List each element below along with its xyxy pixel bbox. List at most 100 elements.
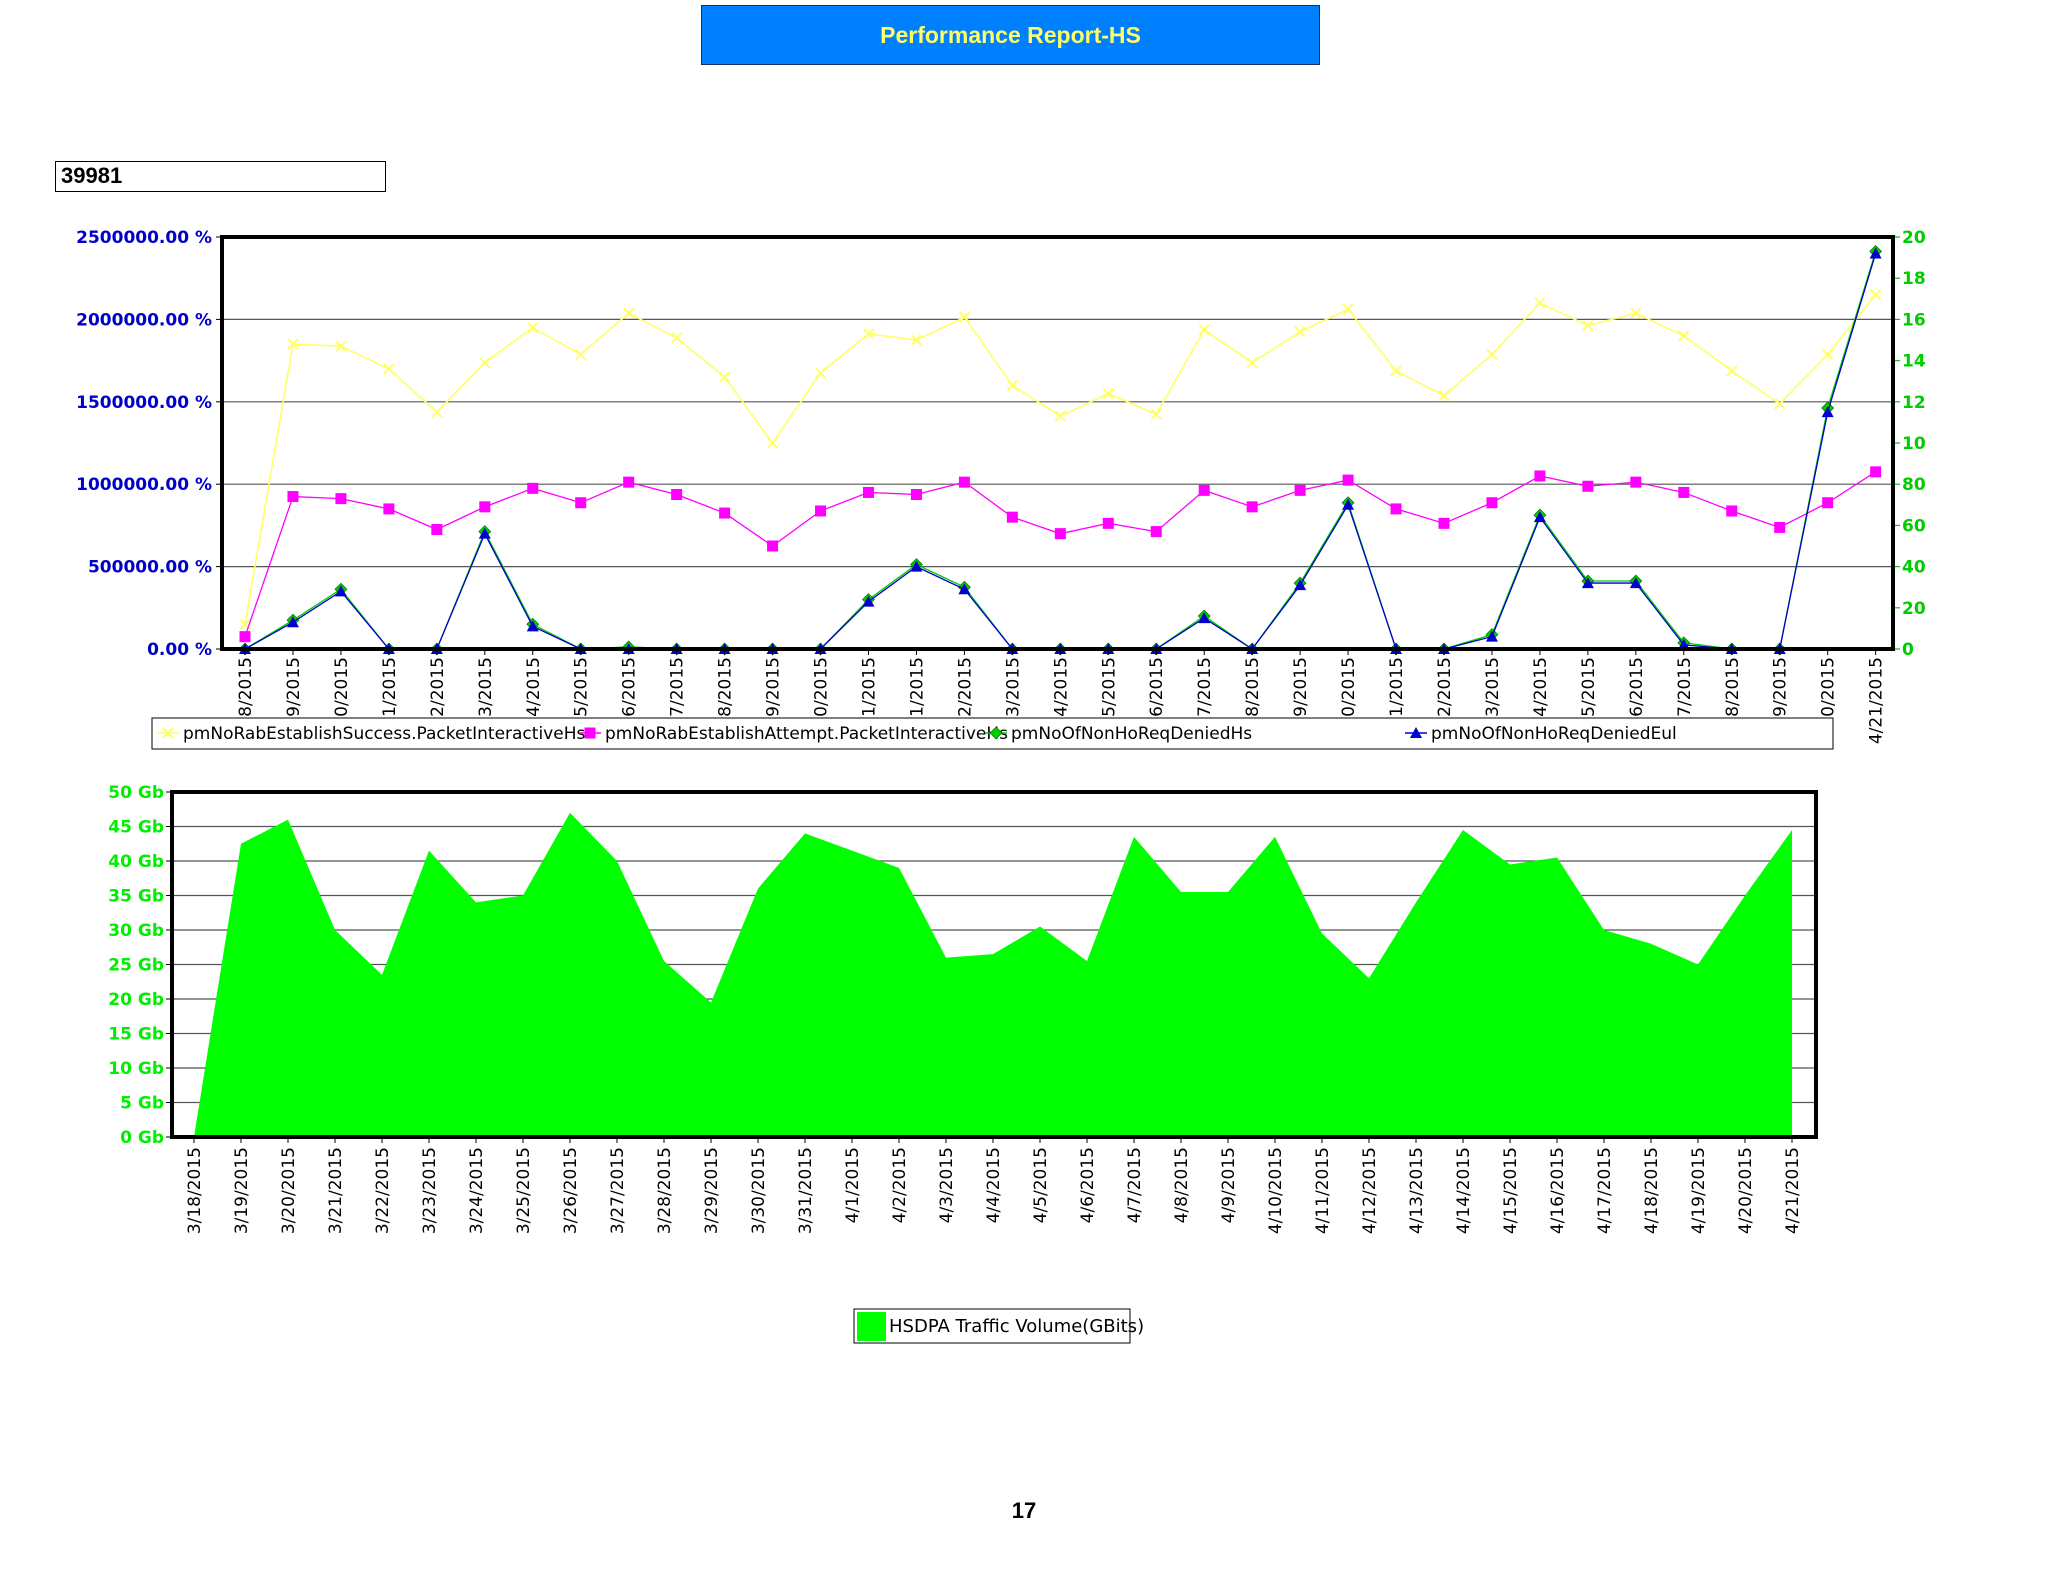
x-tick-label: 3/26/2015 — [561, 1147, 581, 1234]
data-point — [1006, 511, 1018, 523]
y-left-tick-label: 1500000.00 % — [76, 393, 212, 413]
x-tick-label: 3/25/2015 — [514, 1147, 534, 1234]
data-point — [958, 476, 970, 488]
x-tick-label: 5/2015 — [1099, 657, 1119, 717]
x-tick-label: 0/2015 — [332, 657, 352, 717]
data-point — [334, 585, 347, 597]
legend-marker — [584, 727, 596, 739]
data-point — [1869, 288, 1882, 301]
x-tick-label: 4/11/2015 — [1313, 1147, 1333, 1234]
data-point — [814, 367, 827, 379]
data-point — [1390, 365, 1402, 377]
y-right-tick-label: 80 — [1902, 475, 1926, 495]
data-point — [958, 311, 971, 324]
y-tick-label: 15 Gb — [108, 1025, 164, 1045]
data-point — [766, 437, 779, 449]
x-tick-label: 9/2015 — [1771, 657, 1791, 717]
x-tick-label: 4/13/2015 — [1407, 1147, 1427, 1234]
data-point — [1582, 480, 1594, 492]
legend-label: pmNoRabEstablishSuccess.PacketInteractiv… — [183, 724, 585, 744]
x-tick-label: 3/27/2015 — [608, 1147, 628, 1234]
data-point — [1870, 466, 1882, 478]
site-id-field: 39981 — [55, 161, 386, 192]
x-tick-label: 3/19/2015 — [232, 1147, 252, 1234]
x-tick-label: 4/18/2015 — [1642, 1147, 1662, 1234]
legend: pmNoRabEstablishSuccess.PacketInteractiv… — [151, 717, 1834, 750]
data-point — [1534, 470, 1546, 482]
x-tick-label: 1/2015 — [907, 657, 927, 717]
x-tick-label: 8/2015 — [1243, 657, 1263, 717]
y-left-tick-label: 2500000.00 % — [76, 228, 212, 248]
x-tick-label: 6/2015 — [620, 657, 640, 717]
x-tick-label: 9/2015 — [764, 657, 784, 717]
data-point — [1390, 503, 1402, 515]
data-point — [719, 507, 731, 519]
data-point — [1821, 406, 1834, 418]
x-tick-label: 4/19/2015 — [1689, 1147, 1709, 1234]
y-tick-label: 0 Gb — [120, 1128, 164, 1148]
y-right-tick-label: 20 — [1902, 599, 1926, 619]
data-point — [1581, 577, 1594, 589]
x-tick-label: 3/29/2015 — [702, 1147, 722, 1234]
y-tick-label: 50 Gb — [108, 783, 164, 803]
x-tick-label: 6/2015 — [1627, 657, 1647, 717]
data-point — [1294, 579, 1307, 591]
data-point — [910, 489, 922, 500]
data-point — [479, 501, 491, 513]
y-tick-label: 10 Gb — [108, 1059, 164, 1079]
data-point — [1150, 526, 1162, 538]
y-tick-label: 40 Gb — [108, 852, 164, 872]
x-tick-label: 4/9/2015 — [1219, 1147, 1239, 1223]
data-point — [286, 616, 299, 628]
y-tick-label: 30 Gb — [108, 921, 164, 941]
x-tick-label: 1/2015 — [380, 657, 400, 717]
data-point — [1726, 365, 1738, 377]
x-tick-label: 4/17/2015 — [1595, 1147, 1615, 1234]
x-tick-label: 0/2015 — [1339, 657, 1359, 717]
x-tick-label: 1/2015 — [859, 657, 879, 717]
x-tick-label: 2/2015 — [1435, 657, 1455, 717]
data-point — [1486, 348, 1498, 361]
data-point — [1630, 307, 1642, 319]
data-point — [910, 334, 923, 346]
x-tick-label: 4/12/2015 — [1360, 1147, 1380, 1234]
data-point — [1485, 630, 1498, 642]
x-tick-label: 0/2015 — [1819, 657, 1839, 717]
x-tick-label: 3/18/2015 — [185, 1147, 205, 1234]
traffic-area-chart: 0 Gb 5 Gb 10 Gb 15 Gb 20 Gb 25 Gb 30 Gb 35 Gb 40… — [108, 783, 1818, 1344]
x-tick-label: 4/21/2015 — [1867, 657, 1887, 744]
data-point — [1054, 528, 1066, 540]
data-point — [958, 583, 971, 595]
x-tick-label: 4/16/2015 — [1548, 1147, 1568, 1234]
x-tick-label: 4/7/2015 — [1125, 1147, 1145, 1223]
x-tick-label: 4/2015 — [1531, 657, 1551, 717]
data-point — [1774, 398, 1786, 410]
legend-label: pmNoOfNonHoReqDeniedHs — [1011, 724, 1252, 744]
legend: HSDPA Traffic Volume(GBits) — [853, 1308, 1144, 1344]
x-tick-label: 9/2015 — [1291, 657, 1311, 717]
y-right-tick-label: 16 — [1902, 310, 1926, 330]
data-point — [478, 527, 491, 539]
data-point — [1629, 577, 1642, 589]
data-point — [1821, 348, 1834, 361]
y-tick-label: 35 Gb — [108, 887, 164, 907]
data-point — [431, 406, 443, 418]
y-tick-label: 25 Gb — [108, 956, 164, 976]
data-point — [575, 497, 587, 509]
data-point — [431, 524, 443, 536]
x-tick-label: 3/22/2015 — [373, 1147, 393, 1234]
x-tick-label: 3/24/2015 — [467, 1147, 487, 1234]
data-point — [479, 356, 491, 369]
series-1 — [239, 288, 1882, 630]
data-point — [1102, 517, 1114, 529]
x-tick-label: 3/31/2015 — [796, 1147, 816, 1234]
data-point — [287, 338, 299, 350]
data-point — [1198, 612, 1211, 624]
legend-swatch — [857, 1312, 886, 1341]
data-point — [383, 363, 395, 375]
y-right-tick-label: 10 — [1902, 434, 1926, 454]
data-point — [671, 489, 683, 500]
x-tick-label: 4/10/2015 — [1266, 1147, 1286, 1234]
x-tick-label: 4/1/2015 — [843, 1147, 863, 1223]
legend-marker — [162, 727, 174, 739]
